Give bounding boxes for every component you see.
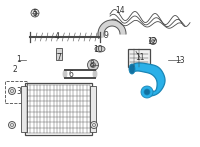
- Bar: [21, 86, 27, 132]
- Text: 13: 13: [175, 56, 185, 65]
- Circle shape: [90, 62, 96, 67]
- Polygon shape: [98, 20, 126, 38]
- Circle shape: [150, 37, 156, 45]
- Circle shape: [90, 122, 98, 128]
- Text: 9: 9: [104, 31, 108, 40]
- Text: 3: 3: [17, 87, 21, 96]
- Text: 8: 8: [90, 60, 94, 69]
- Circle shape: [141, 86, 153, 98]
- Ellipse shape: [63, 70, 67, 78]
- Circle shape: [88, 60, 98, 71]
- Text: 5: 5: [33, 9, 37, 18]
- Bar: [128, 49, 150, 67]
- Bar: [90, 86, 96, 132]
- Bar: [25, 83, 92, 135]
- Text: 11: 11: [135, 53, 145, 62]
- Text: 2: 2: [13, 65, 17, 74]
- Ellipse shape: [95, 46, 105, 52]
- Text: 14: 14: [115, 6, 125, 15]
- Circle shape: [8, 87, 16, 95]
- Circle shape: [144, 89, 150, 95]
- Circle shape: [8, 122, 16, 128]
- Ellipse shape: [93, 70, 97, 78]
- Text: 12: 12: [147, 37, 157, 46]
- Circle shape: [31, 9, 39, 17]
- Bar: [56, 48, 62, 60]
- Text: 7: 7: [57, 53, 61, 62]
- Text: 4: 4: [55, 32, 59, 41]
- Text: 1: 1: [17, 55, 21, 64]
- Ellipse shape: [129, 64, 135, 74]
- Text: 6: 6: [69, 70, 73, 80]
- Bar: [5, 81, 27, 103]
- Text: 10: 10: [93, 45, 103, 55]
- Polygon shape: [132, 63, 165, 96]
